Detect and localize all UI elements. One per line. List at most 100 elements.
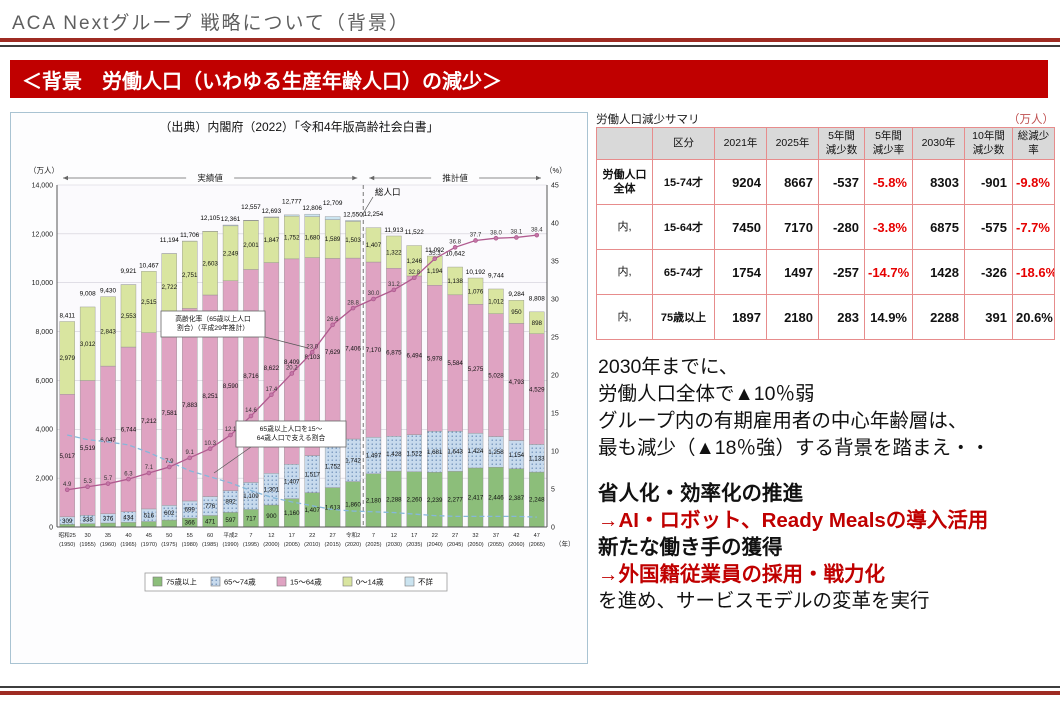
table-cell: -280: [818, 204, 865, 250]
svg-text:36.8: 36.8: [449, 240, 461, 246]
table-unit-label: （万人）: [1008, 114, 1054, 126]
svg-text:(2025): (2025): [365, 542, 381, 548]
table-cell: 15-64才: [652, 204, 715, 250]
svg-text:9,921: 9,921: [120, 268, 136, 275]
svg-text:17: 17: [289, 533, 295, 539]
table-cell: -537: [818, 159, 865, 205]
svg-text:2,446: 2,446: [488, 494, 504, 501]
bar-segment: [529, 311, 545, 334]
svg-text:47: 47: [534, 533, 540, 539]
svg-text:17: 17: [411, 533, 417, 539]
svg-text:4.9: 4.9: [63, 482, 72, 488]
bar-segment: [79, 306, 96, 381]
svg-text:(2040): (2040): [427, 542, 443, 548]
svg-text:30: 30: [85, 533, 91, 539]
svg-text:2,417: 2,417: [468, 495, 484, 502]
analysis-line: 労働人口全体で▲10％弱: [598, 383, 815, 405]
table-cell: 283: [818, 294, 865, 340]
svg-text:22: 22: [432, 533, 438, 539]
svg-text:6.3: 6.3: [124, 471, 133, 477]
svg-text:11,913: 11,913: [384, 227, 404, 234]
table-cell: 15-74才: [652, 159, 715, 205]
table-row: 内, 75歳以上 1897 2180 283 14.9% 2288 391 20.6%: [596, 294, 1055, 340]
svg-text:10: 10: [551, 448, 559, 455]
svg-text:5,275: 5,275: [468, 366, 484, 373]
svg-text:5,584: 5,584: [447, 360, 463, 367]
bar-segment: [59, 321, 75, 395]
svg-text:366: 366: [185, 520, 196, 527]
svg-text:1,258: 1,258: [488, 449, 504, 456]
plot-area: [57, 185, 547, 527]
population-chart-panel: （出典）内閣府（2022）「令和4年版高齢社会白書」 0 2,000 4,000 6,…: [10, 112, 588, 664]
table-cell: -575: [964, 204, 1013, 250]
svg-text:(2045): (2045): [447, 542, 463, 548]
svg-text:(1980): (1980): [182, 542, 198, 548]
svg-text:(2060): (2060): [508, 542, 524, 548]
svg-text:2,277: 2,277: [447, 496, 463, 503]
svg-text:40: 40: [551, 220, 559, 227]
svg-text:6,494: 6,494: [407, 352, 423, 359]
svg-text:12: 12: [268, 533, 274, 539]
svg-text:27: 27: [452, 533, 458, 539]
table-cell: -5.8%: [864, 159, 913, 205]
svg-text:35: 35: [551, 258, 559, 265]
legend-item: 75歳以上: [152, 577, 197, 587]
svg-text:(1960): (1960): [100, 542, 116, 548]
legend-item: 0〜14歳: [342, 577, 384, 587]
period-annotations: 実績値 推計値: [63, 173, 541, 183]
svg-text:8,590: 8,590: [223, 383, 239, 390]
table-header-cell: 2021年: [714, 127, 767, 160]
svg-text:9,430: 9,430: [100, 288, 116, 295]
legend-item: 不詳: [404, 577, 433, 587]
bottom-rule-thick: [0, 691, 1060, 695]
svg-text:(1970): (1970): [141, 542, 157, 548]
svg-text:37: 37: [493, 533, 499, 539]
svg-text:高齢化率（65歳以上人口: 高齢化率（65歳以上人口: [175, 314, 251, 323]
svg-text:8,411: 8,411: [59, 313, 75, 320]
chart-callout: [235, 420, 347, 448]
bar-segment: [447, 266, 463, 296]
svg-text:28.8: 28.8: [347, 300, 359, 306]
svg-text:12,806: 12,806: [302, 205, 322, 212]
svg-text:(2065): (2065): [529, 542, 545, 548]
svg-text:7,883: 7,883: [182, 402, 198, 409]
bar-segment: [365, 227, 382, 263]
svg-text:516: 516: [144, 512, 155, 519]
table-header-cell: 2030年: [912, 127, 965, 160]
table-cell: 1897: [714, 294, 767, 340]
svg-text:8,103: 8,103: [304, 354, 320, 361]
svg-text:(2010): (2010): [304, 542, 320, 548]
svg-text:42: 42: [513, 533, 519, 539]
bar-segment: [386, 235, 402, 269]
table-cell: 9204: [714, 159, 767, 205]
x-axis-labels: 昭和25 (1950) 30 (1955) 35 (1960) 40 (1965) 45 (197…: [58, 531, 574, 548]
svg-text:434: 434: [123, 514, 134, 521]
svg-text:(1950): (1950): [59, 542, 75, 548]
table-cell: 1428: [912, 249, 965, 295]
table-header-cell: 5年間 減少率: [864, 127, 913, 160]
table-row-label: 内,: [596, 294, 653, 340]
svg-text:8,808: 8,808: [529, 295, 545, 302]
table-cell: 7170: [766, 204, 819, 250]
svg-text:8,251: 8,251: [202, 393, 218, 400]
svg-text:1,643: 1,643: [447, 449, 463, 456]
svg-text:2,239: 2,239: [427, 497, 443, 504]
svg-text:7: 7: [372, 533, 375, 539]
legend-item: 15〜64歳: [276, 577, 322, 587]
svg-text:45: 45: [146, 533, 152, 539]
rate-lines: 4.9 5.3 5.7 6.3 7.1 7.9 9.1 10.3 12.1 14.6 17.4 20.…: [63, 227, 543, 518]
svg-text:(1965): (1965): [120, 542, 136, 548]
svg-text:2,288: 2,288: [386, 496, 402, 503]
svg-text:1,133: 1,133: [529, 455, 545, 462]
svg-text:64歳人口で支える割合: 64歳人口で支える割合: [257, 433, 326, 442]
svg-text:5.3: 5.3: [83, 479, 92, 485]
svg-text:8,409: 8,409: [284, 359, 300, 366]
svg-text:1,407: 1,407: [304, 507, 320, 514]
svg-text:950: 950: [511, 309, 522, 316]
svg-text:32.8: 32.8: [408, 270, 420, 276]
svg-text:32: 32: [472, 533, 478, 539]
svg-text:17.4: 17.4: [266, 387, 278, 393]
svg-text:(2050): (2050): [467, 542, 483, 548]
bottom-rule-thin: [0, 686, 1060, 688]
svg-text:(2055): (2055): [488, 542, 504, 548]
